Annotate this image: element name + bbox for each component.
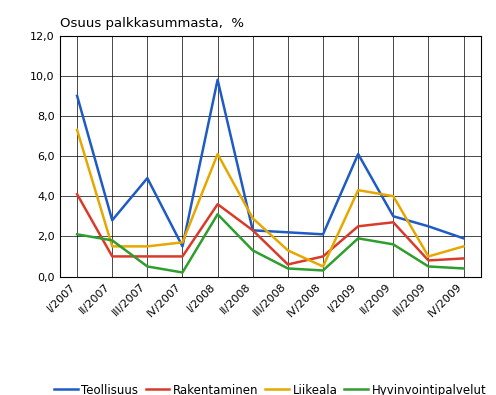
Hyvinvointipalvelut — [109, 238, 115, 243]
Liikeala — [355, 188, 361, 192]
Line: Liikeala: Liikeala — [77, 130, 464, 267]
Rakentaminen — [285, 262, 291, 267]
Hyvinvointipalvelut — [320, 268, 326, 273]
Liikeala — [390, 194, 396, 199]
Hyvinvointipalvelut — [250, 248, 256, 253]
Rakentaminen — [250, 228, 256, 233]
Liikeala — [461, 244, 467, 249]
Hyvinvointipalvelut — [215, 212, 221, 216]
Hyvinvointipalvelut — [285, 266, 291, 271]
Teollisuus — [320, 232, 326, 237]
Teollisuus — [74, 94, 80, 98]
Liikeala — [320, 264, 326, 269]
Liikeala — [109, 244, 115, 249]
Teollisuus — [250, 228, 256, 233]
Liikeala — [144, 244, 150, 249]
Hyvinvointipalvelut — [180, 270, 186, 275]
Liikeala — [180, 240, 186, 245]
Hyvinvointipalvelut — [426, 264, 432, 269]
Teollisuus — [390, 214, 396, 219]
Hyvinvointipalvelut — [461, 266, 467, 271]
Line: Teollisuus: Teollisuus — [77, 80, 464, 246]
Teollisuus — [461, 236, 467, 241]
Liikeala — [426, 254, 432, 259]
Teollisuus — [285, 230, 291, 235]
Line: Rakentaminen: Rakentaminen — [77, 194, 464, 265]
Rakentaminen — [215, 202, 221, 207]
Rakentaminen — [390, 220, 396, 225]
Rakentaminen — [144, 254, 150, 259]
Liikeala — [250, 216, 256, 221]
Teollisuus — [180, 244, 186, 249]
Teollisuus — [215, 77, 221, 82]
Teollisuus — [426, 224, 432, 229]
Hyvinvointipalvelut — [144, 264, 150, 269]
Liikeala — [285, 248, 291, 253]
Line: Hyvinvointipalvelut: Hyvinvointipalvelut — [77, 214, 464, 273]
Teollisuus — [355, 152, 361, 156]
Legend: Teollisuus, Rakentaminen, Liikeala, Hyvinvointipalvelut: Teollisuus, Rakentaminen, Liikeala, Hyvi… — [55, 384, 486, 395]
Text: Osuus palkkasummasta,  %: Osuus palkkasummasta, % — [60, 17, 244, 30]
Teollisuus — [144, 176, 150, 181]
Hyvinvointipalvelut — [355, 236, 361, 241]
Rakentaminen — [355, 224, 361, 229]
Liikeala — [215, 152, 221, 156]
Rakentaminen — [109, 254, 115, 259]
Hyvinvointipalvelut — [74, 232, 80, 237]
Teollisuus — [109, 218, 115, 223]
Hyvinvointipalvelut — [390, 242, 396, 247]
Liikeala — [74, 128, 80, 132]
Rakentaminen — [461, 256, 467, 261]
Rakentaminen — [426, 258, 432, 263]
Rakentaminen — [320, 254, 326, 259]
Rakentaminen — [180, 254, 186, 259]
Rakentaminen — [74, 192, 80, 197]
